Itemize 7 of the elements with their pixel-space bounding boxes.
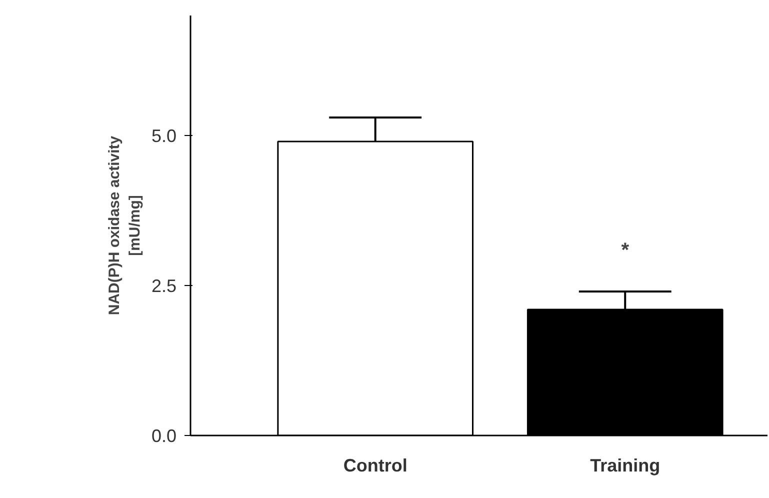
y-tick-label: 0.0 xyxy=(151,426,177,446)
x-tick-label: Control xyxy=(343,456,408,476)
y-tick-label: 2.5 xyxy=(151,276,177,296)
y-tick-label: 5.0 xyxy=(151,126,177,146)
y-axis-title: NAD(P)H oxidase activity [mU/mg] xyxy=(106,135,144,316)
x-tick-label: Training xyxy=(590,456,660,476)
annotation: * xyxy=(621,240,630,262)
